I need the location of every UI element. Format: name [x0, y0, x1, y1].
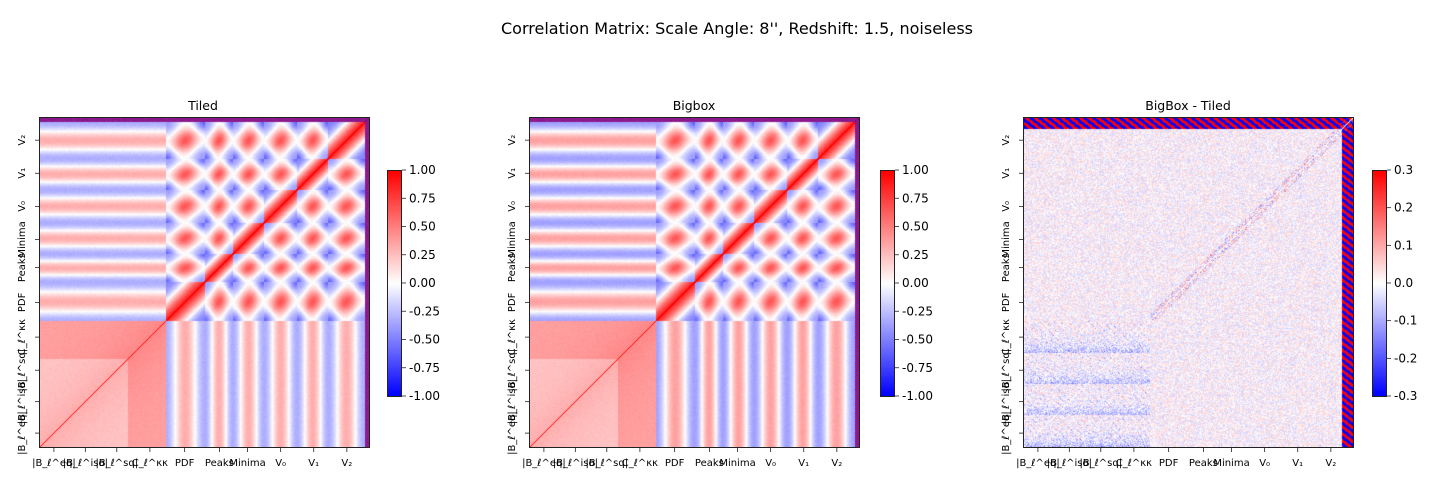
- colorbar-tick-label: -0.1: [1394, 314, 1417, 328]
- y-tick-label: PDF: [507, 292, 518, 312]
- y-tick-label: V₀: [17, 201, 28, 212]
- x-tick-label: PDF: [1159, 458, 1179, 469]
- y-tick-label: |B_ℓ^iso|: [17, 379, 28, 424]
- y-tick-label: V₀: [507, 201, 518, 212]
- y-tick-label: V₁: [17, 168, 28, 179]
- y-tick-label: V₀: [1001, 201, 1012, 212]
- colorbar-tick-label: -0.75: [409, 361, 440, 375]
- colorbar-tick-label: 0.3: [1394, 163, 1413, 177]
- colorbar-bigbox: [880, 170, 895, 397]
- colorbar-tick-label: 1.00: [409, 163, 436, 177]
- x-tick-label: Minima: [229, 458, 265, 469]
- colorbar-tiled: [387, 170, 402, 397]
- y-tick-label: C_ℓ^κκ: [1001, 319, 1012, 355]
- colorbar-tick-label: 0.25: [902, 248, 929, 262]
- x-tick-label: Peaks: [1189, 458, 1218, 469]
- panel-title-bigbox: Bigbox: [672, 98, 716, 113]
- y-tick-label: C_ℓ^κκ: [17, 319, 28, 355]
- colorbar-difference: [1372, 170, 1387, 397]
- y-tick-label: V₁: [507, 168, 518, 179]
- y-tick-label: |B_ℓ^sq|: [17, 349, 28, 392]
- x-tick-label: V₂: [341, 458, 352, 469]
- y-tick-label: V₁: [1001, 168, 1012, 179]
- panel-title-difference: BigBox - Tiled: [1145, 98, 1231, 113]
- y-tick-label: PDF: [17, 292, 28, 312]
- y-tick-label: |B_ℓ^iso|: [1001, 379, 1012, 424]
- heatmap-bigbox: [529, 117, 860, 448]
- y-tick-label: |B_ℓ^sq|: [1001, 349, 1012, 392]
- heatmap-tiled: [39, 117, 370, 448]
- y-tick-label: |B_ℓ^iso|: [507, 379, 518, 424]
- colorbar-tick-label: 1.00: [902, 163, 929, 177]
- x-tick-label: V₂: [831, 458, 842, 469]
- colorbar-tick-label: 0.2: [1394, 201, 1413, 215]
- colorbar-tick-label: -0.25: [409, 304, 440, 318]
- x-tick-label: Minima: [719, 458, 755, 469]
- y-tick-label: Minima: [1001, 221, 1012, 257]
- x-tick-label: C_ℓ^κκ: [622, 458, 658, 469]
- heatmap-difference: [1023, 117, 1354, 448]
- colorbar-tick-label: -0.25: [902, 304, 933, 318]
- y-tick-label: Minima: [17, 221, 28, 257]
- colorbar-tick-label: 0.0: [1394, 276, 1413, 290]
- x-tick-label: V₁: [308, 458, 319, 469]
- x-tick-label: |B_ℓ^sq|: [1079, 458, 1122, 469]
- x-tick-label: |B_ℓ^eq|: [1016, 458, 1060, 469]
- colorbar-tick-label: 0.50: [409, 220, 436, 234]
- x-tick-label: V₀: [1259, 458, 1270, 469]
- colorbar-tick-label: 0.1: [1394, 238, 1413, 252]
- y-tick-label: |B_ℓ^eq|: [17, 411, 28, 455]
- x-tick-label: Peaks: [205, 458, 234, 469]
- y-tick-label: V₂: [1001, 135, 1012, 146]
- colorbar-tick-label: -1.00: [902, 389, 933, 403]
- y-tick-label: V₂: [507, 135, 518, 146]
- y-tick-label: V₂: [17, 135, 28, 146]
- colorbar-tick-label: 0.00: [409, 276, 436, 290]
- y-tick-label: |B_ℓ^eq|: [1001, 411, 1012, 455]
- colorbar-tick-label: 0.25: [409, 248, 436, 262]
- colorbar-tick-label: 0.00: [902, 276, 929, 290]
- x-tick-label: C_ℓ^κκ: [1116, 458, 1152, 469]
- x-tick-label: Peaks: [695, 458, 724, 469]
- x-tick-label: V₁: [798, 458, 809, 469]
- x-tick-label: |B_ℓ^iso|: [63, 458, 108, 469]
- colorbar-tick-label: 0.75: [902, 191, 929, 205]
- figure-title: Correlation Matrix: Scale Angle: 8'', Re…: [500, 19, 973, 38]
- colorbar-tick-label: -0.50: [902, 333, 933, 347]
- x-tick-label: PDF: [665, 458, 685, 469]
- colorbar-tick-label: 0.75: [409, 191, 436, 205]
- y-tick-label: C_ℓ^κκ: [507, 319, 518, 355]
- x-tick-label: V₀: [765, 458, 776, 469]
- x-tick-label: V₁: [1292, 458, 1303, 469]
- x-tick-label: |B_ℓ^sq|: [585, 458, 628, 469]
- y-tick-label: Peaks: [17, 253, 28, 282]
- y-tick-label: Peaks: [1001, 253, 1012, 282]
- colorbar-tick-label: 0.50: [902, 220, 929, 234]
- x-tick-label: |B_ℓ^iso|: [1047, 458, 1092, 469]
- x-tick-label: |B_ℓ^eq|: [32, 458, 76, 469]
- y-tick-label: PDF: [1001, 292, 1012, 312]
- y-tick-label: |B_ℓ^sq|: [507, 349, 518, 392]
- colorbar-tick-label: -1.00: [409, 389, 440, 403]
- x-tick-label: |B_ℓ^sq|: [95, 458, 138, 469]
- colorbar-tick-label: -0.3: [1394, 389, 1417, 403]
- colorbar-tick-label: -0.2: [1394, 351, 1417, 365]
- x-tick-label: |B_ℓ^eq|: [522, 458, 566, 469]
- x-tick-label: V₂: [1325, 458, 1336, 469]
- x-tick-label: Minima: [1213, 458, 1249, 469]
- x-tick-label: PDF: [175, 458, 195, 469]
- colorbar-tick-label: -0.50: [409, 333, 440, 347]
- y-tick-label: Minima: [507, 221, 518, 257]
- panel-title-tiled: Tiled: [188, 98, 218, 113]
- x-tick-label: |B_ℓ^iso|: [553, 458, 598, 469]
- y-tick-label: |B_ℓ^eq|: [507, 411, 518, 455]
- y-tick-label: Peaks: [507, 253, 518, 282]
- x-tick-label: C_ℓ^κκ: [132, 458, 168, 469]
- colorbar-tick-label: -0.75: [902, 361, 933, 375]
- x-tick-label: V₀: [275, 458, 286, 469]
